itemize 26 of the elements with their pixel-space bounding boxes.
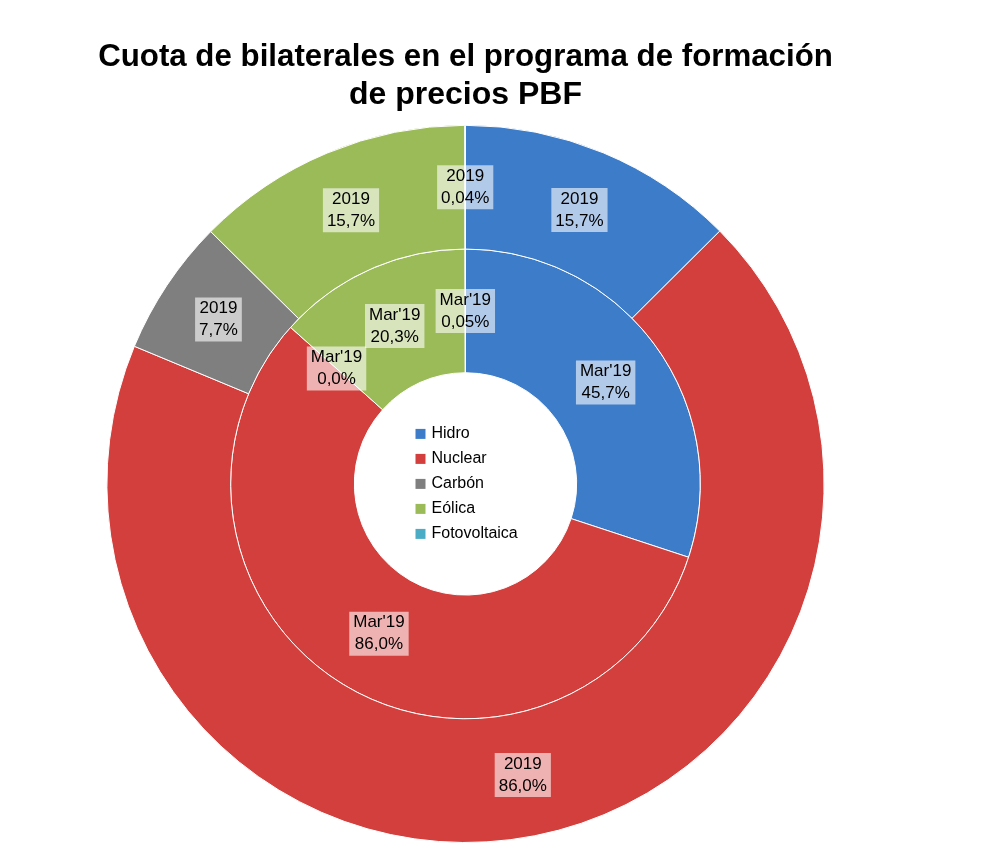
text: Mar'19	[579, 361, 632, 381]
text: Mar'19	[353, 612, 405, 632]
text: 0,0%	[317, 369, 356, 389]
chart-title: Cuota de bilaterales en el programa de formación de precios PBF	[98, 36, 833, 112]
text: 2019	[503, 753, 542, 773]
text: Mar'19	[310, 347, 363, 367]
data-label: 86,0%	[498, 775, 547, 795]
legend-label: Carbón	[431, 474, 484, 492]
text: 2019	[332, 188, 370, 208]
slice-label: 2019	[446, 165, 485, 185]
legend-label: Fotovoltaica	[431, 524, 518, 542]
data-label: 45,7%	[581, 383, 630, 403]
data-label: 7,7%	[199, 320, 238, 340]
data-label: 20,3%	[370, 326, 419, 346]
text: Mar'19	[368, 304, 421, 324]
legend-label: Hidro	[431, 424, 470, 442]
text: 2019	[199, 298, 238, 318]
data-label: 0,05%	[441, 311, 490, 331]
data-label: 15,7%	[555, 210, 604, 230]
legend-label: Eólica	[431, 499, 476, 517]
data-label: 0,04%	[441, 187, 490, 207]
text: 2019	[560, 188, 599, 208]
data-label: 15,7%	[326, 210, 376, 230]
legend-label: Nuclear	[431, 449, 488, 467]
slice-label: Mar'19	[439, 289, 492, 309]
data-label: 86,0%	[354, 634, 404, 654]
